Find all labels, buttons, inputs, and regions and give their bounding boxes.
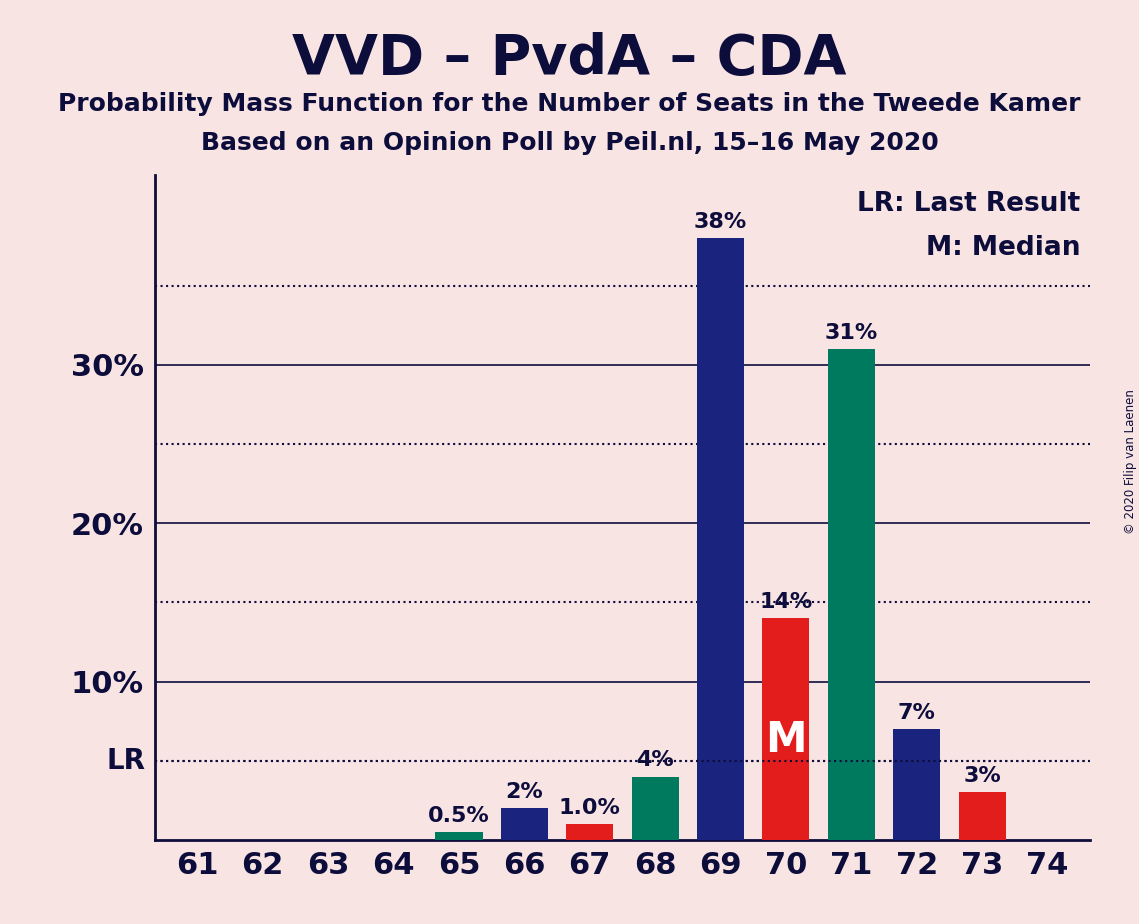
Text: 2%: 2%	[506, 782, 543, 802]
Bar	[959, 793, 1006, 840]
Text: 1.0%: 1.0%	[559, 797, 621, 818]
Bar	[566, 824, 613, 840]
Bar	[501, 808, 548, 840]
Text: Probability Mass Function for the Number of Seats in the Tweede Kamer: Probability Mass Function for the Number…	[58, 92, 1081, 116]
Text: LR: LR	[107, 747, 146, 774]
Bar	[632, 776, 679, 840]
Text: M: Median: M: Median	[926, 235, 1081, 261]
Text: 3%: 3%	[964, 766, 1001, 786]
Bar	[697, 238, 744, 840]
Text: 38%: 38%	[694, 212, 747, 232]
Text: Based on an Opinion Poll by Peil.nl, 15–16 May 2020: Based on an Opinion Poll by Peil.nl, 15–…	[200, 131, 939, 155]
Text: 31%: 31%	[825, 322, 878, 343]
Bar	[435, 832, 483, 840]
Text: VVD – PvdA – CDA: VVD – PvdA – CDA	[293, 32, 846, 86]
Text: M: M	[765, 719, 806, 761]
Text: 4%: 4%	[637, 750, 674, 771]
Bar	[762, 618, 810, 840]
Text: 14%: 14%	[760, 591, 812, 612]
Text: LR: Last Result: LR: Last Result	[858, 191, 1081, 217]
Text: 7%: 7%	[898, 702, 935, 723]
Text: 0.5%: 0.5%	[428, 806, 490, 826]
Text: © 2020 Filip van Laenen: © 2020 Filip van Laenen	[1124, 390, 1137, 534]
Bar	[828, 349, 875, 840]
Bar	[893, 729, 941, 840]
